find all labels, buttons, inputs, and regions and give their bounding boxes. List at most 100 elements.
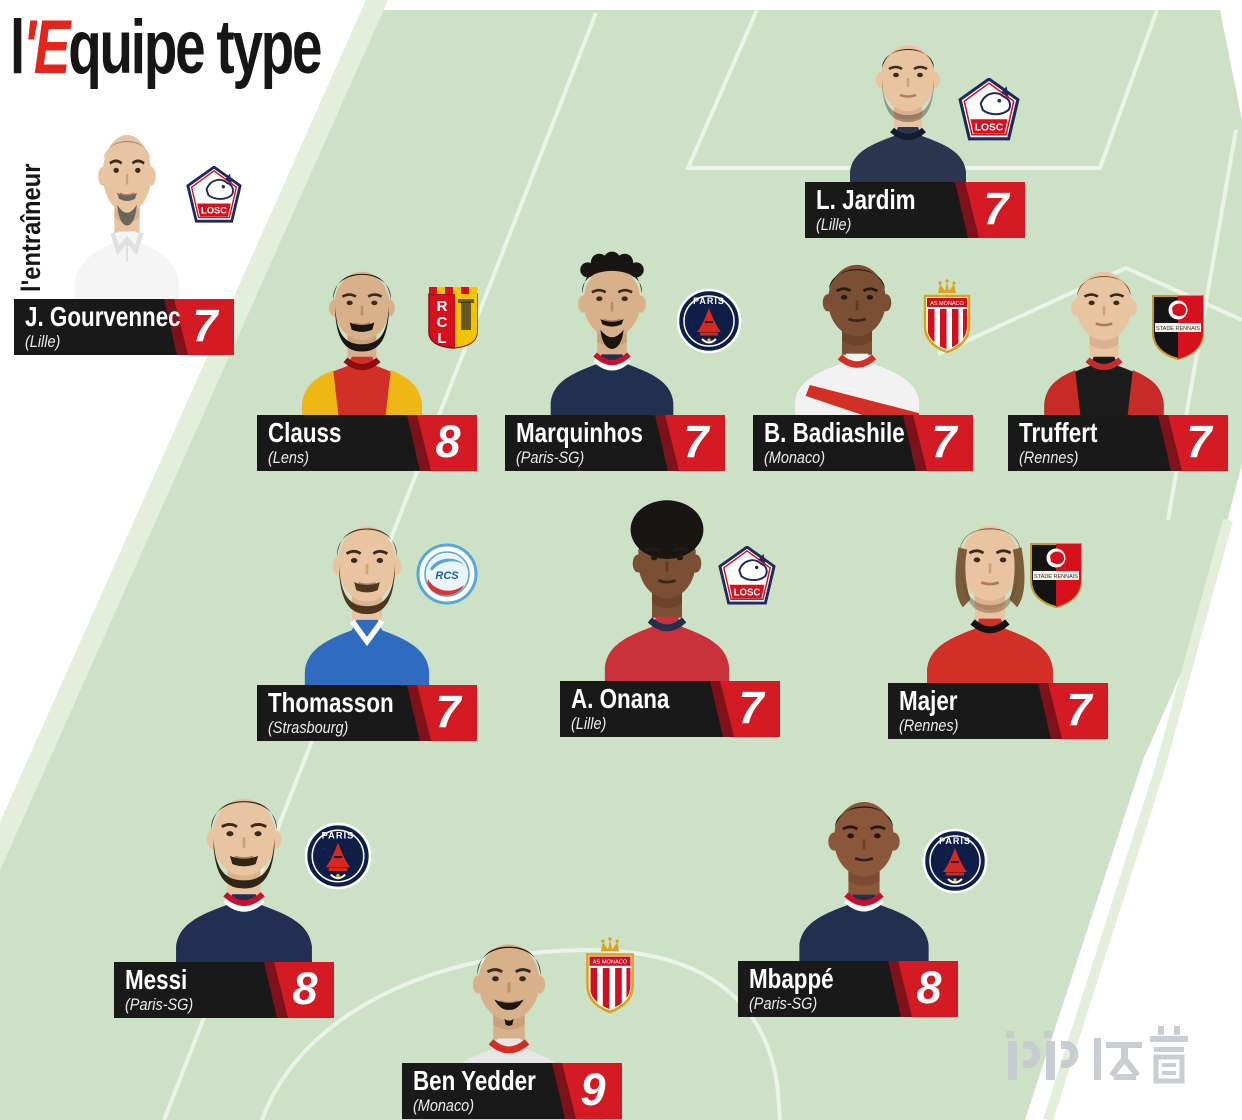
title-part3: quipe type bbox=[68, 5, 322, 90]
player-nameplate: A. Onana (Lille) 7 bbox=[560, 681, 780, 737]
rating-red-flag bbox=[1158, 415, 1228, 471]
rating-red-flag bbox=[407, 685, 477, 741]
losc-badge: LOSC bbox=[186, 166, 242, 226]
svg-text:PARIS: PARIS bbox=[693, 296, 725, 306]
player-name: L. Jardim bbox=[816, 184, 916, 215]
player-nameplate: L. Jardim (Lille) 7 bbox=[805, 182, 1025, 238]
player-rating: 7 bbox=[435, 686, 461, 737]
player-rating: 7 bbox=[1066, 684, 1092, 735]
player-nameplate: Mbappé (Paris-SG) 8 bbox=[738, 961, 958, 1017]
pp-sports-logo-icon bbox=[1006, 1026, 1188, 1084]
player-nameplate: Truffert (Rennes) 7 bbox=[1008, 415, 1228, 471]
player-rating: 8 bbox=[916, 962, 942, 1013]
player-nameplate: B. Badiashile (Monaco) 7 bbox=[753, 415, 973, 471]
player-rating: 8 bbox=[292, 963, 318, 1014]
player-name: Marquinhos bbox=[516, 417, 643, 448]
center-circle-arc bbox=[260, 947, 782, 1120]
rating-red-flag bbox=[552, 1063, 622, 1119]
player-photo bbox=[74, 135, 180, 308]
rcl-badge: R C L bbox=[425, 284, 481, 350]
player-nameplate: Thomasson (Strasbourg) 7 bbox=[257, 685, 477, 741]
player-rating: 7 bbox=[738, 682, 764, 733]
right-white-wedge bbox=[1025, 464, 1242, 1120]
player-club: (Rennes) bbox=[899, 716, 959, 735]
player-nameplate: Clauss (Lens) 8 bbox=[257, 415, 477, 471]
top-right-white-sliver bbox=[1218, 0, 1242, 120]
player-name: Thomasson bbox=[268, 687, 394, 718]
rating-red-flag bbox=[710, 681, 780, 737]
monaco-badge-icon: AS MONACO bbox=[586, 937, 634, 1014]
page-title: l'Equipe type bbox=[10, 10, 322, 86]
player-nameplate: Ben Yedder (Monaco) 9 bbox=[402, 1063, 622, 1119]
svg-text:LOSC: LOSC bbox=[201, 206, 227, 216]
player-photo bbox=[799, 801, 929, 968]
player-photo bbox=[176, 798, 312, 970]
player-photo bbox=[604, 500, 730, 690]
losc-badge-icon: LOSC bbox=[958, 78, 1020, 141]
player-name: Clauss bbox=[268, 417, 342, 448]
player-photo bbox=[927, 525, 1053, 692]
coach-section-label: l'entraîneur bbox=[16, 163, 46, 292]
monaco-badge-icon: AS MONACO bbox=[923, 279, 971, 354]
player-rating: 7 bbox=[1186, 416, 1212, 467]
player-nameplate: Majer (Rennes) 7 bbox=[888, 683, 1108, 739]
player-nameplate: Marquinhos (Paris-SG) 7 bbox=[505, 415, 725, 471]
psg-badge: PARIS bbox=[676, 288, 742, 354]
svg-text:LOSC: LOSC bbox=[975, 123, 1004, 134]
svg-text:LOSC: LOSC bbox=[734, 587, 761, 598]
svg-text:PARIS: PARIS bbox=[322, 830, 355, 840]
losc-badge-icon: LOSC bbox=[718, 546, 776, 605]
rating-red-flag bbox=[888, 961, 958, 1017]
player-club: (Monaco) bbox=[413, 1096, 475, 1115]
svg-text:STADE RENNAIS: STADE RENNAIS bbox=[1156, 326, 1200, 332]
svg-text:AS MONACO: AS MONACO bbox=[593, 960, 628, 966]
svg-text:R: R bbox=[437, 298, 448, 315]
player-rating: 7 bbox=[983, 183, 1009, 234]
player-club: (Lille) bbox=[25, 332, 61, 351]
player-photo bbox=[1044, 271, 1164, 424]
rennes-badge-icon: STADE RENNAIS bbox=[1030, 543, 1082, 609]
player-name: A. Onana bbox=[571, 683, 670, 714]
player-club: (Rennes) bbox=[1019, 448, 1079, 467]
rating-red-flag bbox=[903, 415, 973, 471]
title-logo-e: 'E bbox=[23, 5, 70, 90]
player-photo bbox=[850, 45, 966, 192]
player-name: Mbappé bbox=[749, 963, 834, 994]
strasbourg-badge: RCS bbox=[416, 543, 478, 605]
monaco-badge: AS MONACO bbox=[580, 936, 640, 1014]
psg-badge-icon: PARIS bbox=[676, 288, 742, 354]
svg-text:STADE RENNAIS: STADE RENNAIS bbox=[1034, 574, 1078, 580]
player-name: J. Gourvennec bbox=[25, 301, 181, 332]
svg-text:C: C bbox=[437, 314, 448, 331]
player-club: (Paris-SG) bbox=[749, 994, 818, 1013]
player-photo bbox=[302, 271, 422, 424]
player-club: (Monaco) bbox=[764, 448, 826, 467]
rating-red-flag bbox=[1038, 683, 1108, 739]
player-nameplate: Messi (Paris-SG) 8 bbox=[114, 962, 334, 1018]
player-club: (Paris-SG) bbox=[516, 448, 585, 467]
player-rating: 7 bbox=[683, 416, 709, 467]
svg-text:PARIS: PARIS bbox=[939, 836, 971, 846]
player-rating: 7 bbox=[192, 300, 218, 351]
rennes-badge: STADE RENNAIS bbox=[1148, 292, 1208, 362]
player-photo bbox=[550, 251, 674, 424]
rating-red-flag bbox=[164, 299, 234, 355]
psg-badge-icon: PARIS bbox=[304, 822, 372, 890]
strasbourg-badge-icon: RCS bbox=[416, 543, 478, 605]
left-wedge-stripe bbox=[0, 0, 388, 870]
player-club: (Lens) bbox=[268, 448, 309, 467]
rating-red-flag bbox=[655, 415, 725, 471]
player-club: (Lille) bbox=[816, 215, 852, 234]
svg-text:RCS: RCS bbox=[435, 570, 459, 582]
player-photo bbox=[304, 526, 430, 694]
rennes-badge-icon: STADE RENNAIS bbox=[1152, 295, 1204, 361]
title-part1: l bbox=[10, 5, 25, 90]
player-club: (Strasbourg) bbox=[268, 718, 349, 737]
player-rating: 7 bbox=[931, 416, 957, 467]
psg-badge: PARIS bbox=[304, 822, 372, 890]
player-name: Messi bbox=[125, 964, 188, 995]
watermark-pp-sports bbox=[1002, 1024, 1192, 1086]
monaco-badge: AS MONACO bbox=[918, 278, 976, 354]
player-club: (Paris-SG) bbox=[125, 995, 194, 1014]
